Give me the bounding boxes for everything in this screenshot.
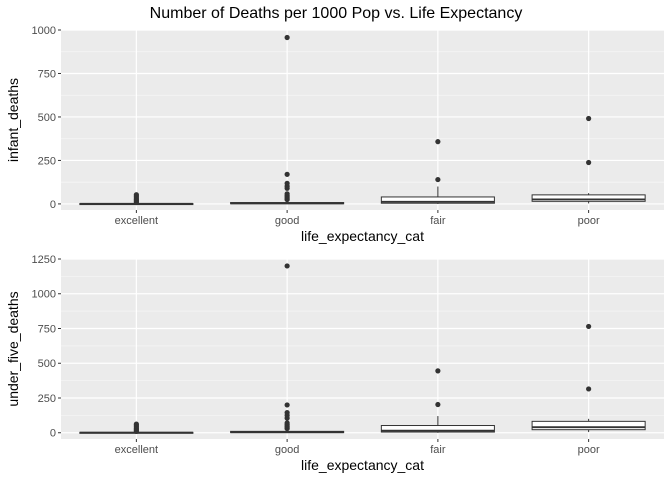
x-tick-label: good xyxy=(275,215,299,227)
outlier-point-fair xyxy=(435,401,441,408)
box-poor xyxy=(531,194,646,202)
outlier-point-fair xyxy=(435,176,441,183)
x-tick-label: fair xyxy=(430,444,446,456)
x-axis-title: life_expectancy_cat xyxy=(301,228,424,244)
outlier-point-excellent xyxy=(133,421,139,427)
outlier-point-poor xyxy=(586,159,592,166)
y-tick-label: 500 xyxy=(38,358,56,370)
panel-infant-deaths: 0 250 500 750 1000 excellent good fair poor life_… xyxy=(5,25,664,244)
panel-under-five-deaths: 0 250 500 750 1000 1250 excellent good fair poor l… xyxy=(5,254,664,473)
x-axis-title: life_expectancy_cat xyxy=(301,457,424,473)
x-tick-label: poor xyxy=(578,215,600,227)
box-fair xyxy=(380,425,495,433)
outlier-point-excellent xyxy=(133,192,139,198)
outlier-point-fair xyxy=(435,139,441,145)
box-poor xyxy=(531,420,646,431)
y-tick-label: 500 xyxy=(38,112,56,124)
plot-panel xyxy=(61,30,664,210)
outlier-point-good xyxy=(284,263,290,269)
outlier-point-poor xyxy=(586,323,592,330)
x-tick-label: excellent xyxy=(115,444,158,456)
outlier-point-poor xyxy=(586,386,592,392)
outlier-point-poor xyxy=(586,115,592,122)
y-axis-title: infant_deaths xyxy=(5,78,21,162)
chart-title: Number of Deaths per 1000 Pop vs. Life E… xyxy=(150,5,523,22)
outlier-point-good xyxy=(284,409,290,416)
y-tick-label: 1000 xyxy=(32,25,56,37)
outlier-point-fair xyxy=(435,368,441,374)
plot-panel xyxy=(61,259,664,439)
box-fair xyxy=(380,196,495,204)
x-tick-label: fair xyxy=(430,215,446,227)
outlier-point-good xyxy=(284,171,290,177)
outlier-point-good xyxy=(284,191,290,197)
outlier-point-good xyxy=(284,420,290,426)
x-tick-label: poor xyxy=(578,444,600,456)
outlier-point-good xyxy=(284,180,290,186)
outlier-point-good xyxy=(284,34,290,41)
y-tick-label: 1000 xyxy=(32,289,56,301)
y-tick-label: 1250 xyxy=(32,254,56,266)
x-tick-label: good xyxy=(275,444,299,456)
y-axis-title: under_five_deaths xyxy=(5,291,21,406)
y-tick-label: 0 xyxy=(50,199,56,211)
x-tick-label: excellent xyxy=(115,215,158,227)
y-tick-label: 250 xyxy=(38,393,56,405)
y-tick-label: 750 xyxy=(38,68,56,80)
y-tick-label: 250 xyxy=(38,155,56,167)
y-tick-label: 750 xyxy=(38,323,56,335)
outlier-point-good xyxy=(284,402,290,408)
y-tick-label: 0 xyxy=(50,428,56,440)
